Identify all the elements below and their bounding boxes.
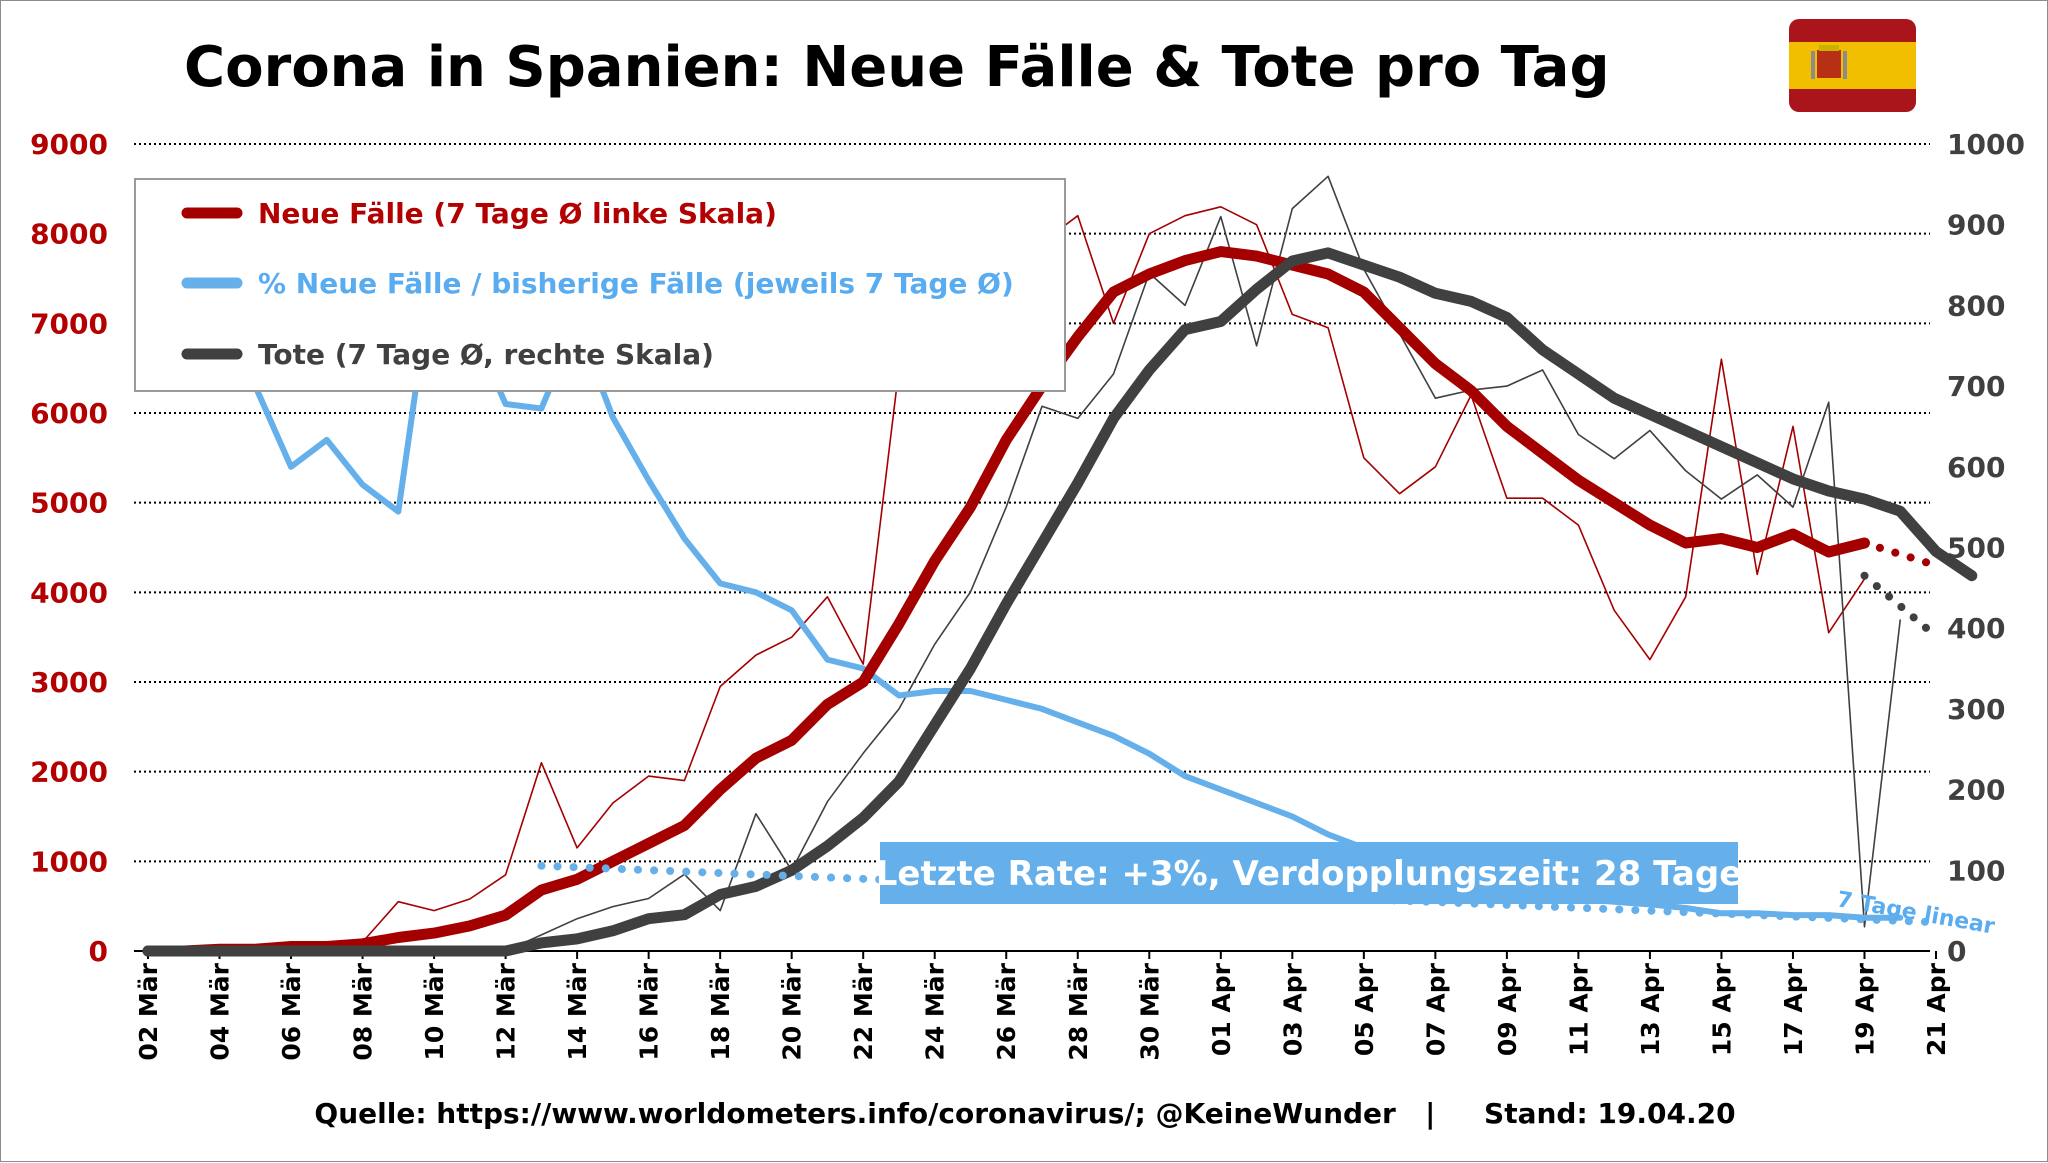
rate-banner-box — [880, 842, 1738, 904]
x-tick-label: 09 Apr — [1493, 962, 1522, 1056]
x-tick-label: 10 Mär — [420, 962, 449, 1060]
trend-line-2 — [537, 861, 1940, 927]
rate-banner: Letzte Rate: +3%, Verdopplungszeit: 28 T… — [876, 842, 1743, 904]
x-tick-label: 18 Mär — [706, 962, 735, 1060]
x-tick-label: 28 Mär — [1064, 962, 1093, 1060]
linear-trend-label: 7 Tage linear — [1835, 887, 1997, 939]
y-right-tick-label: 600 — [1947, 451, 2005, 484]
source-footer: Quelle: https://www.worldometers.info/co… — [314, 1097, 1735, 1130]
x-tick-label: 15 Apr — [1707, 962, 1736, 1056]
y-right-tick-label: 300 — [1947, 693, 2005, 726]
x-tick-label: 11 Apr — [1564, 962, 1593, 1056]
y-right-tick-label: 900 — [1947, 209, 2005, 242]
x-tick-label: 22 Mär — [849, 962, 878, 1060]
y-right-tick-label: 1000 — [1947, 128, 2025, 161]
x-tick-label: 08 Mär — [349, 962, 378, 1060]
legend-label-rate: % Neue Fälle / bisherige Fälle (jeweils … — [258, 267, 1014, 300]
x-tick-label: 06 Mär — [277, 962, 306, 1060]
y-right-tick-label: 200 — [1947, 774, 2005, 807]
x-tick-label: 05 Apr — [1350, 962, 1379, 1056]
x-tick-label: 01 Apr — [1207, 962, 1236, 1056]
x-tick-label: 17 Apr — [1779, 962, 1808, 1056]
x-tick-label: 30 Mär — [1135, 962, 1164, 1060]
y-left-tick-label: 1000 — [30, 845, 108, 878]
spain-flag-icon — [1789, 19, 1916, 112]
x-tick-label: 04 Mär — [206, 962, 235, 1060]
y-left-tick-label: 2000 — [30, 756, 108, 789]
x-tick-label: 07 Apr — [1421, 962, 1450, 1056]
x-tick-label: 13 Apr — [1636, 962, 1665, 1056]
y-left-tick-label: 0 — [89, 935, 108, 968]
y-right-tick-label: 400 — [1947, 612, 2005, 645]
x-tick-label: 24 Mär — [921, 962, 950, 1060]
axis-layer: 0 1000 2000 3000 4000 5000 6000 7000 8000 9000 0 10… — [30, 128, 2025, 1061]
y-right-tick-label: 100 — [1947, 854, 2005, 887]
x-tick-label: 21 Apr — [1922, 962, 1951, 1056]
chart-title: Corona in Spanien: Neue Fälle & Tote pro… — [184, 35, 1610, 100]
y-left-tick-label: 5000 — [30, 487, 108, 520]
x-tick-label: 16 Mär — [635, 962, 664, 1060]
y-left-tick-label: 6000 — [30, 397, 108, 430]
rate-banner-text: Letzte Rate: +3%, Verdopplungszeit: 28 T… — [876, 854, 1743, 894]
legend-label-tote: Tote (7 Tage Ø, rechte Skala) — [258, 338, 714, 371]
x-tick-label: 14 Mär — [563, 962, 592, 1060]
y-left-tick-label: 9000 — [30, 128, 108, 161]
x-tick-label: 02 Mär — [134, 962, 163, 1060]
y-right-tick-label: 0 — [1947, 935, 1966, 968]
x-tick-label: 12 Mär — [492, 962, 521, 1060]
y-left-tick-label: 4000 — [30, 576, 108, 609]
y-left-tick-label: 8000 — [30, 218, 108, 251]
legend: Neue Fälle (7 Tage Ø linke Skala) % Neue… — [134, 178, 1066, 392]
y-right-tick-label: 800 — [1947, 289, 2005, 322]
x-tick-label: 19 Apr — [1850, 962, 1879, 1056]
x-tick-label: 20 Mär — [778, 962, 807, 1060]
legend-box — [134, 178, 1066, 392]
trend-layer — [537, 539, 1940, 927]
legend-label-neue-faelle: Neue Fälle (7 Tage Ø linke Skala) — [258, 197, 777, 230]
series-line-3 — [142, 247, 1978, 957]
series-line-0 — [142, 246, 1870, 957]
y-right-tick-label: 700 — [1947, 370, 2005, 403]
x-tick-label: 03 Apr — [1278, 962, 1307, 1056]
x-tick-label: 26 Mär — [992, 962, 1021, 1060]
y-left-tick-label: 7000 — [30, 307, 108, 340]
trend-line-1 — [1860, 571, 1940, 641]
trend-line-0 — [1860, 539, 1940, 570]
y-left-tick-label: 3000 — [30, 666, 108, 699]
